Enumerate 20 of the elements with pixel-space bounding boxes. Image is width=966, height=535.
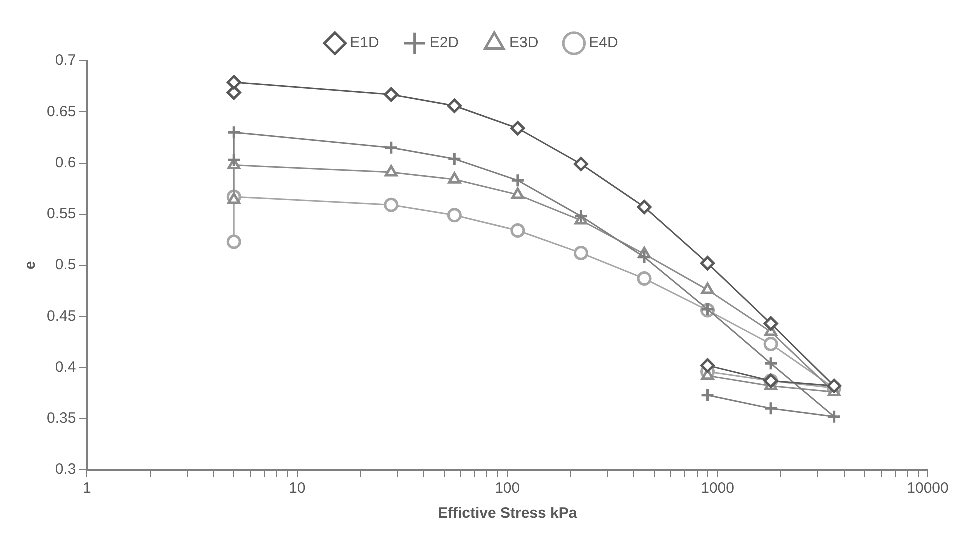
y-tick-label: 0.7 [55,52,76,70]
x-tick-label: 10000 [907,480,949,498]
legend-label: E2D [430,34,460,52]
y-tick-label: 0.6 [55,154,76,172]
y-tick-label: 0.65 [46,103,76,120]
x-tick-label: 1 [83,480,92,498]
y-tick-label: 0.4 [55,358,76,376]
legend-label: E4D [589,34,619,52]
y-tick-label: 0.45 [46,308,76,325]
y-tick-label: 0.3 [55,461,76,478]
legend-label: E3D [510,34,539,52]
x-tick-label: 1000 [701,480,734,498]
legend-label: E1D [350,34,380,52]
x-tick-label: 10 [289,480,306,498]
x-tick-label: 100 [495,480,520,498]
y-tick-label: 0.35 [46,410,76,428]
y-tick-label: 0.5 [55,256,76,274]
y-axis-title: e [22,261,40,270]
x-axis-title: Effictive Stress kPa [438,505,578,522]
y-tick-label: 0.55 [46,206,76,223]
